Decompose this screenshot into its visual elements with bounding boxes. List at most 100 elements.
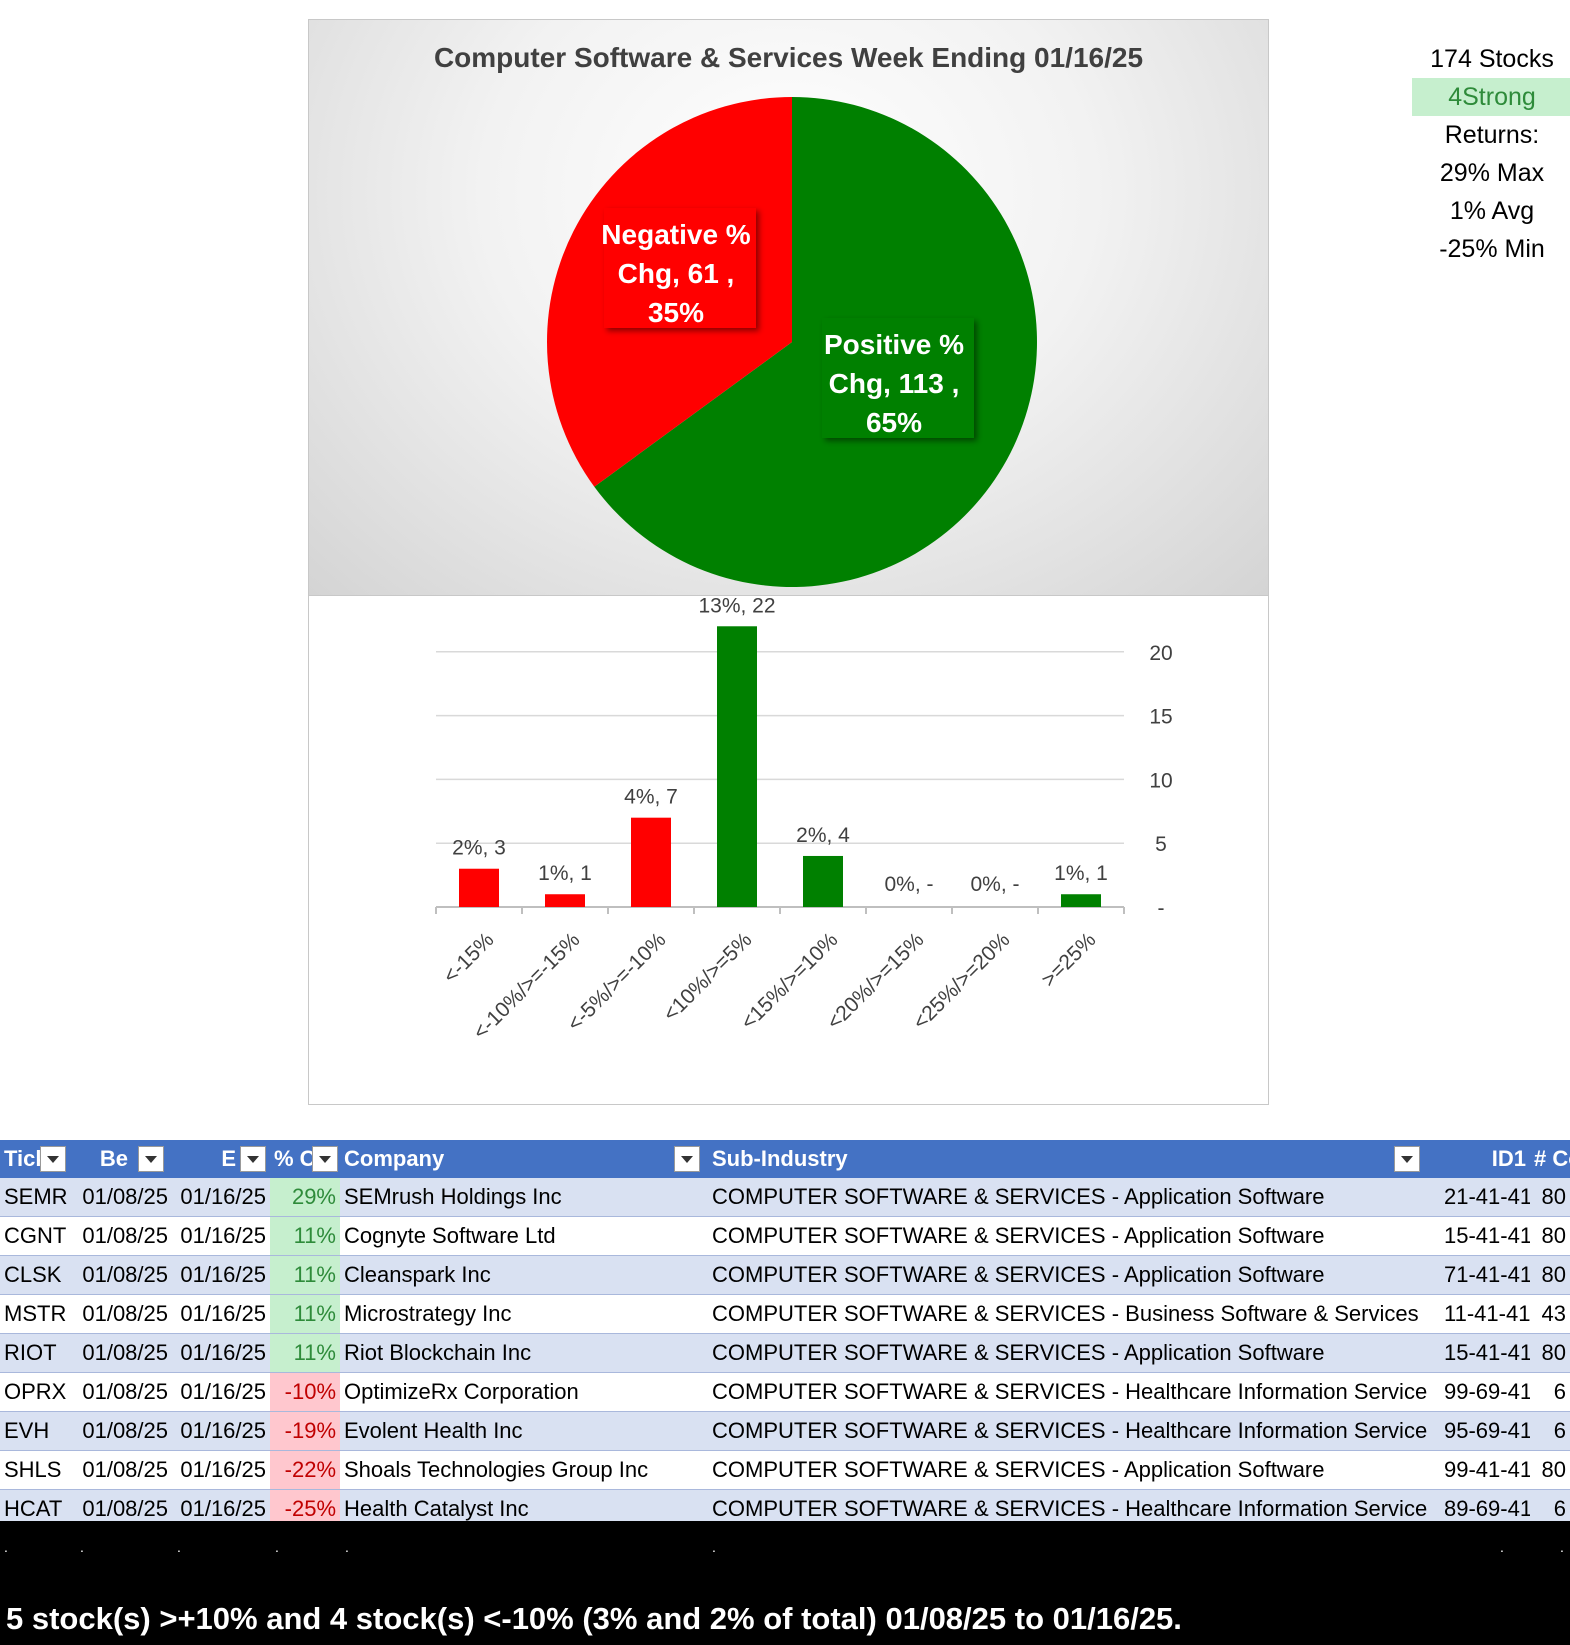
cell-num-cos[interactable]: 80 <box>1530 1450 1570 1490</box>
cell-pct-change[interactable]: -19% <box>270 1411 340 1451</box>
cell-sub-industry[interactable]: COMPUTER SOFTWARE & SERVICES - Applicati… <box>708 1333 1440 1373</box>
footer-dot: . <box>4 1539 8 1555</box>
footer-dot: . <box>275 1539 279 1555</box>
cell-company[interactable]: SEMrush Holdings Inc <box>340 1178 708 1217</box>
header-end[interactable]: E <box>172 1140 270 1178</box>
cell-id1[interactable]: 15-41-41 <box>1440 1333 1530 1373</box>
pie-label-box <box>822 318 974 438</box>
bar <box>803 855 843 907</box>
cell-id1[interactable]: 71-41-41 <box>1440 1255 1530 1295</box>
cell-begin[interactable]: 01/08/25 <box>76 1216 172 1256</box>
footer-dot: . <box>1500 1539 1504 1555</box>
header-company[interactable]: Company <box>340 1140 708 1178</box>
filter-dropdown-icon[interactable] <box>1394 1146 1420 1172</box>
cell-id1[interactable]: 95-69-41 <box>1440 1411 1530 1451</box>
cell-company[interactable]: Riot Blockchain Inc <box>340 1333 708 1373</box>
cell-company[interactable]: Shoals Technologies Group Inc <box>340 1450 708 1490</box>
cell-num-cos[interactable]: 80 <box>1530 1216 1570 1256</box>
cell-end[interactable]: 01/16/25 <box>172 1411 270 1451</box>
table-row[interactable]: SEMR 01/08/25 01/16/25 29% SEMrush Holdings … <box>0 1178 1570 1217</box>
cell-begin[interactable]: 01/08/25 <box>76 1411 172 1451</box>
cell-ticker[interactable]: EVH <box>0 1411 76 1451</box>
table-row[interactable]: MSTR 01/08/25 01/16/25 11% Microstrategy Inc… <box>0 1294 1570 1334</box>
filter-dropdown-icon[interactable] <box>40 1146 66 1172</box>
cell-pct-change[interactable]: -22% <box>270 1450 340 1490</box>
cell-sub-industry[interactable]: COMPUTER SOFTWARE & SERVICES - Applicati… <box>708 1216 1440 1256</box>
cell-company[interactable]: Microstrategy Inc <box>340 1294 708 1334</box>
cell-num-cos[interactable]: 6 <box>1530 1372 1570 1412</box>
cell-num-cos[interactable]: 80 <box>1530 1333 1570 1373</box>
cell-sub-industry[interactable]: COMPUTER SOFTWARE & SERVICES - Applicati… <box>708 1450 1440 1490</box>
y-tick-label: 5 <box>1155 833 1167 856</box>
cell-ticker[interactable]: RIOT <box>0 1333 76 1373</box>
cell-end[interactable]: 01/16/25 <box>172 1294 270 1334</box>
cell-begin[interactable]: 01/08/25 <box>76 1450 172 1490</box>
cell-ticker[interactable]: CGNT <box>0 1216 76 1256</box>
cell-sub-industry[interactable]: COMPUTER SOFTWARE & SERVICES - Healthcar… <box>708 1411 1440 1451</box>
table-row[interactable]: SHLS 01/08/25 01/16/25 -22% Shoals Technolog… <box>0 1450 1570 1490</box>
cell-company[interactable]: Cognyte Software Ltd <box>340 1216 708 1256</box>
cell-pct-change[interactable]: 11% <box>270 1294 340 1334</box>
cell-end[interactable]: 01/16/25 <box>172 1450 270 1490</box>
cell-pct-change[interactable]: 29% <box>270 1178 340 1217</box>
cell-ticker[interactable]: OPRX <box>0 1372 76 1412</box>
header-num-cos[interactable]: # Cos <box>1530 1140 1570 1178</box>
cell-num-cos[interactable]: 43 <box>1530 1294 1570 1334</box>
cell-company[interactable]: OptimizeRx Corporation <box>340 1372 708 1412</box>
cell-begin[interactable]: 01/08/25 <box>76 1372 172 1412</box>
cell-id1[interactable]: 99-69-41 <box>1440 1372 1530 1412</box>
summary-text: 5 stock(s) >+10% and 4 stock(s) <-10% (3… <box>6 1601 1182 1636</box>
cell-end[interactable]: 01/16/25 <box>172 1178 270 1217</box>
returns-label: Returns: <box>1444 121 1540 149</box>
header-begin[interactable]: Be <box>76 1140 172 1178</box>
cell-company[interactable]: Evolent Health Inc <box>340 1411 708 1451</box>
table-row[interactable]: CLSK 01/08/25 01/16/25 11% Cleanspark Inc COM… <box>0 1255 1570 1295</box>
cell-num-cos[interactable]: 80 <box>1530 1178 1570 1217</box>
cell-id1[interactable]: 21-41-41 <box>1440 1178 1530 1217</box>
cell-id1[interactable]: 15-41-41 <box>1440 1216 1530 1256</box>
x-category-label: <10%/>=5% <box>659 928 757 1026</box>
table-row[interactable]: CGNT 01/08/25 01/16/25 11% Cognyte Software … <box>0 1216 1570 1256</box>
cell-ticker[interactable]: CLSK <box>0 1255 76 1295</box>
cell-begin[interactable]: 01/08/25 <box>76 1255 172 1295</box>
header-ticker[interactable]: Tick <box>0 1140 76 1178</box>
cell-pct-change[interactable]: 11% <box>270 1255 340 1295</box>
cell-pct-change[interactable]: -10% <box>270 1372 340 1412</box>
cell-ticker[interactable]: SEMR <box>0 1178 76 1217</box>
filter-dropdown-icon[interactable] <box>138 1146 164 1172</box>
stocks-table: Tick Be E % C Company Sub-Industry ID1 #… <box>0 1140 1570 1529</box>
footer-dots: . . . . . . . . <box>0 1539 1570 1555</box>
pie-chart-panel: Computer Software & Services Week Ending… <box>308 19 1269 596</box>
filter-dropdown-icon[interactable] <box>674 1146 700 1172</box>
cell-begin[interactable]: 01/08/25 <box>76 1178 172 1217</box>
cell-end[interactable]: 01/16/25 <box>172 1333 270 1373</box>
cell-sub-industry[interactable]: COMPUTER SOFTWARE & SERVICES - Business … <box>708 1294 1440 1334</box>
table-row[interactable]: RIOT 01/08/25 01/16/25 11% Riot Blockchain I… <box>0 1333 1570 1373</box>
cell-ticker[interactable]: SHLS <box>0 1450 76 1490</box>
y-tick-label: 20 <box>1149 642 1172 665</box>
cell-begin[interactable]: 01/08/25 <box>76 1294 172 1334</box>
cell-company[interactable]: Cleanspark Inc <box>340 1255 708 1295</box>
table-row[interactable]: EVH 01/08/25 01/16/25 -19% Evolent Health In… <box>0 1411 1570 1451</box>
bar <box>717 626 757 907</box>
header-sub-industry[interactable]: Sub-Industry <box>708 1140 1440 1178</box>
table-row[interactable]: OPRX 01/08/25 01/16/25 -10% OptimizeRx Corpo… <box>0 1372 1570 1412</box>
cell-sub-industry[interactable]: COMPUTER SOFTWARE & SERVICES - Applicati… <box>708 1178 1440 1217</box>
cell-ticker[interactable]: MSTR <box>0 1294 76 1334</box>
filter-dropdown-icon[interactable] <box>240 1146 266 1172</box>
header-pct-change[interactable]: % C <box>270 1140 340 1178</box>
filter-dropdown-icon[interactable] <box>312 1146 338 1172</box>
cell-pct-change[interactable]: 11% <box>270 1333 340 1373</box>
cell-end[interactable]: 01/16/25 <box>172 1255 270 1295</box>
cell-pct-change[interactable]: 11% <box>270 1216 340 1256</box>
cell-begin[interactable]: 01/08/25 <box>76 1333 172 1373</box>
cell-id1[interactable]: 99-41-41 <box>1440 1450 1530 1490</box>
cell-end[interactable]: 01/16/25 <box>172 1216 270 1256</box>
cell-num-cos[interactable]: 80 <box>1530 1255 1570 1295</box>
cell-id1[interactable]: 11-41-41 <box>1440 1294 1530 1334</box>
cell-end[interactable]: 01/16/25 <box>172 1372 270 1412</box>
cell-num-cos[interactable]: 6 <box>1530 1411 1570 1451</box>
cell-sub-industry[interactable]: COMPUTER SOFTWARE & SERVICES - Applicati… <box>708 1255 1440 1295</box>
header-id1[interactable]: ID1 <box>1440 1140 1530 1178</box>
cell-sub-industry[interactable]: COMPUTER SOFTWARE & SERVICES - Healthcar… <box>708 1372 1440 1412</box>
